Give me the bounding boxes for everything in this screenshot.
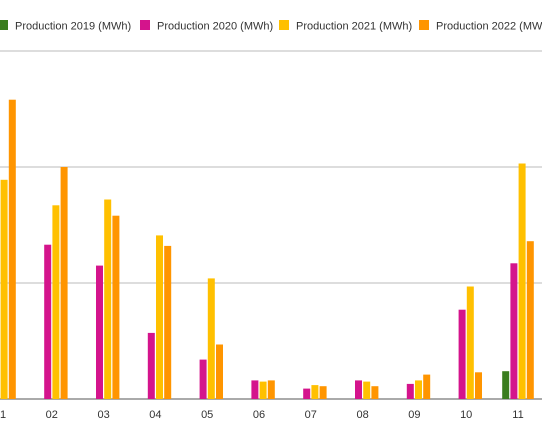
legend-item[interactable]: Production 2021 (MWh): [279, 20, 412, 33]
x-tick-label: 10: [460, 409, 472, 421]
legend-swatch: [419, 20, 429, 30]
bar-2-03[interactable]: [96, 265, 103, 399]
bar-4-08[interactable]: [371, 386, 379, 399]
x-tick-label: 08: [356, 409, 368, 421]
bar-3-05[interactable]: [207, 278, 215, 399]
x-tick-label: 03: [97, 409, 109, 421]
bar-3-07[interactable]: [311, 385, 319, 399]
legend-item[interactable]: Production 2019 (MWh): [0, 20, 131, 33]
bar-3-08[interactable]: [363, 381, 371, 399]
legend-label: Production 2021 (MWh): [296, 21, 412, 33]
bar-4-01[interactable]: [8, 99, 16, 399]
legend-label: Production 2020 (MWh): [157, 21, 273, 33]
bar-3-02[interactable]: [52, 205, 60, 399]
x-tick-label: 04: [149, 409, 161, 421]
legend-label: Production 2022 (MWh): [436, 21, 542, 33]
bar-3-09[interactable]: [415, 380, 422, 399]
bar-2-02[interactable]: [44, 244, 52, 399]
bar-2-04[interactable]: [147, 332, 155, 399]
x-tick-label: 01: [0, 409, 6, 421]
bar-4-11[interactable]: [526, 241, 534, 399]
x-tick-label: 05: [201, 409, 213, 421]
bar-4-03[interactable]: [112, 215, 120, 399]
bar-1-11[interactable]: [502, 371, 510, 399]
bar-2-06[interactable]: [251, 380, 259, 399]
bar-2-10[interactable]: [458, 309, 466, 399]
bar-4-09[interactable]: [423, 374, 431, 399]
bar-4-10[interactable]: [475, 372, 482, 399]
legend-swatch: [279, 20, 289, 30]
bar-3-11[interactable]: [518, 163, 526, 400]
bar-2-07[interactable]: [303, 388, 311, 399]
bar-3-04[interactable]: [156, 235, 163, 399]
bars: [0, 99, 534, 400]
legend-item[interactable]: Production 2022 (MWh): [419, 20, 542, 33]
x-tick-label: 02: [46, 409, 58, 421]
bar-2-11[interactable]: [510, 263, 518, 399]
bar-3-01[interactable]: [0, 179, 8, 399]
x-axis: 01 02 03 04 05 06 07 08 09 10 11: [0, 409, 524, 421]
bar-4-05[interactable]: [216, 344, 223, 400]
bar-3-10[interactable]: [466, 286, 474, 400]
legend: Production 2019 (MWh) Production 2020 (MW…: [0, 20, 542, 33]
bar-4-06[interactable]: [267, 380, 275, 399]
bar-4-02[interactable]: [60, 167, 68, 399]
bar-3-03[interactable]: [104, 199, 112, 400]
bar-4-04[interactable]: [164, 245, 172, 399]
x-tick-label: 11: [512, 409, 523, 421]
bar-2-09[interactable]: [406, 383, 414, 399]
bar-2-05[interactable]: [199, 359, 207, 399]
legend-swatch: [140, 20, 150, 30]
bar-2-08[interactable]: [355, 380, 362, 399]
legend-item[interactable]: Production 2020 (MWh): [140, 20, 273, 33]
bar-4-07[interactable]: [319, 386, 327, 399]
x-tick-label: 09: [408, 409, 420, 421]
x-tick-label: 06: [253, 409, 265, 421]
bar-3-06[interactable]: [259, 381, 267, 399]
legend-swatch: [0, 20, 8, 30]
legend-label: Production 2019 (MWh): [15, 21, 131, 33]
x-tick-label: 07: [305, 409, 317, 421]
